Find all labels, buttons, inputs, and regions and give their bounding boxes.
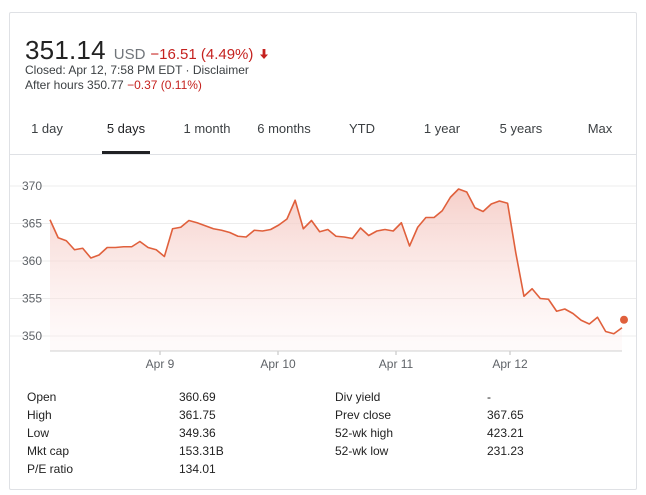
tab-max[interactable]: Max xyxy=(587,121,613,136)
currency-code: USD xyxy=(113,46,146,63)
price-row: 351.14 USD −16.51 (4.49%) xyxy=(25,35,269,66)
price-chart[interactable]: 370 365 360 355 350 Apr 9 Apr 10 Apr 11 Apr 12 xyxy=(10,163,636,383)
y-tick-label: 355 xyxy=(22,292,42,306)
tab-5-days[interactable]: 5 days xyxy=(102,106,150,154)
tab-6-months[interactable]: 6 months xyxy=(257,121,311,136)
y-tick-label: 365 xyxy=(22,217,42,231)
y-tick-label: 360 xyxy=(22,254,42,268)
stock-card: 351.14 USD −16.51 (4.49%) Closed: Apr 12… xyxy=(9,12,637,490)
price-change: −16.51 (4.49%) xyxy=(150,46,254,63)
tab-ytd[interactable]: YTD xyxy=(349,121,375,136)
tab-5-years[interactable]: 5 years xyxy=(499,121,543,136)
arrow-down-icon xyxy=(259,47,269,59)
y-tick-label: 370 xyxy=(22,179,42,193)
last-price-dot xyxy=(620,315,628,324)
price-area xyxy=(50,189,622,351)
after-hours-change: −0.37 (0.11%) xyxy=(127,78,202,92)
price-line xyxy=(49,188,623,335)
tab-1-year[interactable]: 1 year xyxy=(423,121,461,136)
y-tick-label: 350 xyxy=(22,329,42,343)
x-tick-label: Apr 11 xyxy=(379,357,414,371)
after-hours-line: After hours 350.77 −0.37 (0.11%) xyxy=(25,78,202,92)
after-hours-price: After hours 350.77 xyxy=(25,78,124,92)
tab-1-day[interactable]: 1 day xyxy=(31,121,63,136)
x-tick-label: Apr 9 xyxy=(146,357,175,371)
x-tick-label: Apr 10 xyxy=(260,357,296,371)
tab-1-month[interactable]: 1 month xyxy=(183,121,231,136)
current-price: 351.14 xyxy=(25,35,106,65)
range-tabs: 1 day 5 days 1 month 6 months YTD 1 year… xyxy=(10,106,636,155)
x-tick-label: Apr 12 xyxy=(492,357,528,371)
closed-status: Closed: Apr 12, 7:58 PM EDT · Disclaimer xyxy=(25,63,249,77)
